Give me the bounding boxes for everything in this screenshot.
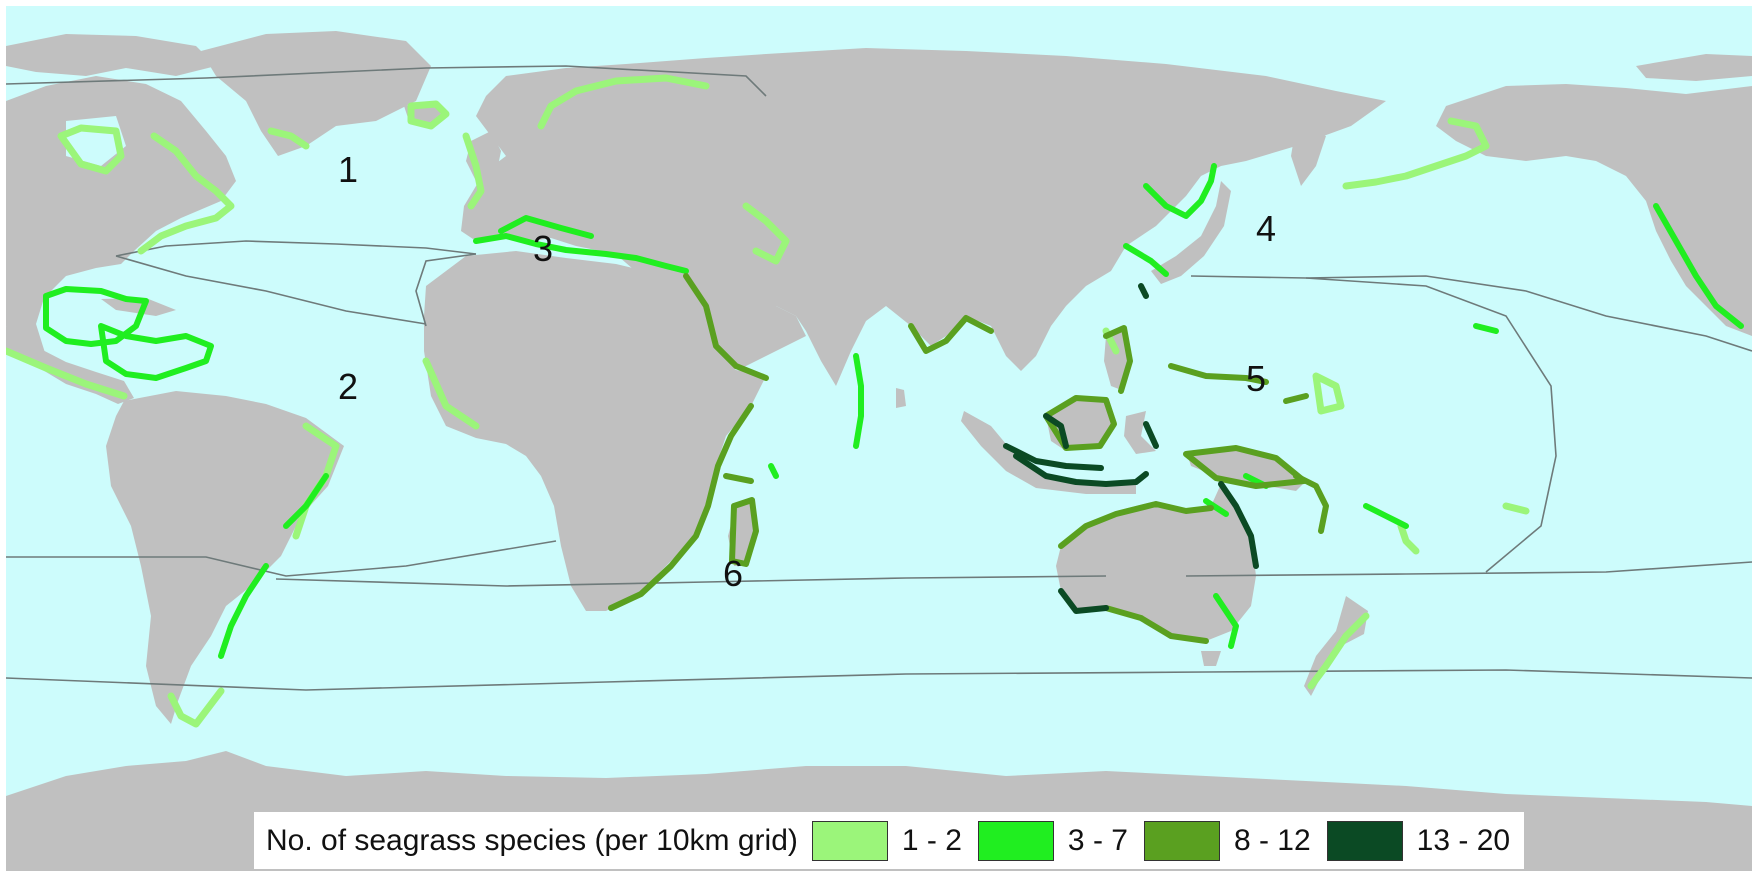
tasmania bbox=[1201, 651, 1221, 666]
japan bbox=[1151, 181, 1231, 284]
north-america bbox=[6, 76, 236, 356]
africa bbox=[424, 251, 766, 611]
region-label-5: 5 bbox=[1246, 358, 1266, 399]
legend-item-8-12: 8 - 12 bbox=[1143, 820, 1311, 861]
legend-item-1-2: 1 - 2 bbox=[811, 820, 962, 861]
legend-item-13-20: 13 - 20 bbox=[1326, 820, 1511, 861]
legend-title: No. of seagrass species (per 10km grid) bbox=[266, 823, 798, 857]
region-label-1: 1 bbox=[338, 149, 358, 190]
south-america bbox=[106, 391, 344, 724]
region-label-4: 4 bbox=[1256, 208, 1276, 249]
legend-label-13-20: 13 - 20 bbox=[1416, 823, 1511, 857]
boundary-north-pacific bbox=[1305, 275, 1752, 352]
legend-label-1-2: 1 - 2 bbox=[901, 823, 962, 857]
legend-swatch-13-20 bbox=[1326, 820, 1403, 861]
boundary-pacific-loop bbox=[1190, 275, 1557, 573]
legend-swatch-8-12 bbox=[1143, 820, 1220, 861]
land-masses bbox=[6, 31, 1752, 871]
boundary-tropical-atlantic-west bbox=[115, 255, 427, 325]
seagrass-class-3-7 bbox=[43, 163, 1744, 659]
legend-label-3-7: 3 - 7 bbox=[1067, 823, 1128, 857]
boundary-med-africa bbox=[415, 253, 477, 327]
eurasia bbox=[461, 48, 1386, 386]
region-label-6: 6 bbox=[723, 553, 743, 594]
seagrass-class-8-12 bbox=[608, 273, 1329, 644]
arctic-canada-islands bbox=[6, 34, 216, 76]
legend-swatch-3-7 bbox=[977, 820, 1054, 861]
legend-label-8-12: 8 - 12 bbox=[1233, 823, 1311, 857]
boundary-southern-ocean bbox=[6, 669, 1752, 691]
australia bbox=[1056, 484, 1256, 641]
bioregion-boundaries bbox=[6, 65, 1752, 691]
region-label-2: 2 bbox=[338, 366, 358, 407]
legend-item-3-7: 3 - 7 bbox=[977, 820, 1128, 861]
cuba bbox=[101, 298, 176, 316]
boundary-south-atlantic bbox=[6, 540, 557, 577]
boundary-indo-pacific-south bbox=[1185, 561, 1752, 577]
map-legend: No. of seagrass species (per 10km grid) … bbox=[254, 812, 1524, 869]
central-america bbox=[6, 326, 134, 404]
legend-swatch-1-2 bbox=[811, 820, 888, 861]
boundary-tropical-atlantic-north bbox=[115, 240, 477, 257]
sulawesi bbox=[1124, 411, 1156, 454]
kamchatka bbox=[1291, 126, 1326, 186]
scandinavia bbox=[536, 76, 711, 166]
world-map: 1 2 3 4 5 6 No. of seagrass species (per… bbox=[6, 6, 1752, 871]
region-label-3: 3 bbox=[533, 228, 553, 269]
sri-lanka bbox=[896, 388, 906, 408]
seagrass-class-13-20 bbox=[1003, 283, 1259, 614]
greenland bbox=[201, 31, 431, 156]
alaska bbox=[1436, 84, 1752, 336]
arctic-islands-east bbox=[1636, 54, 1752, 81]
map-canvas: 1 2 3 4 5 6 bbox=[6, 6, 1752, 871]
region-labels: 1 2 3 4 5 6 bbox=[338, 149, 1276, 594]
boundary-south-temperate bbox=[275, 575, 1107, 587]
boundary-north-temperate-atlantic bbox=[6, 65, 767, 97]
